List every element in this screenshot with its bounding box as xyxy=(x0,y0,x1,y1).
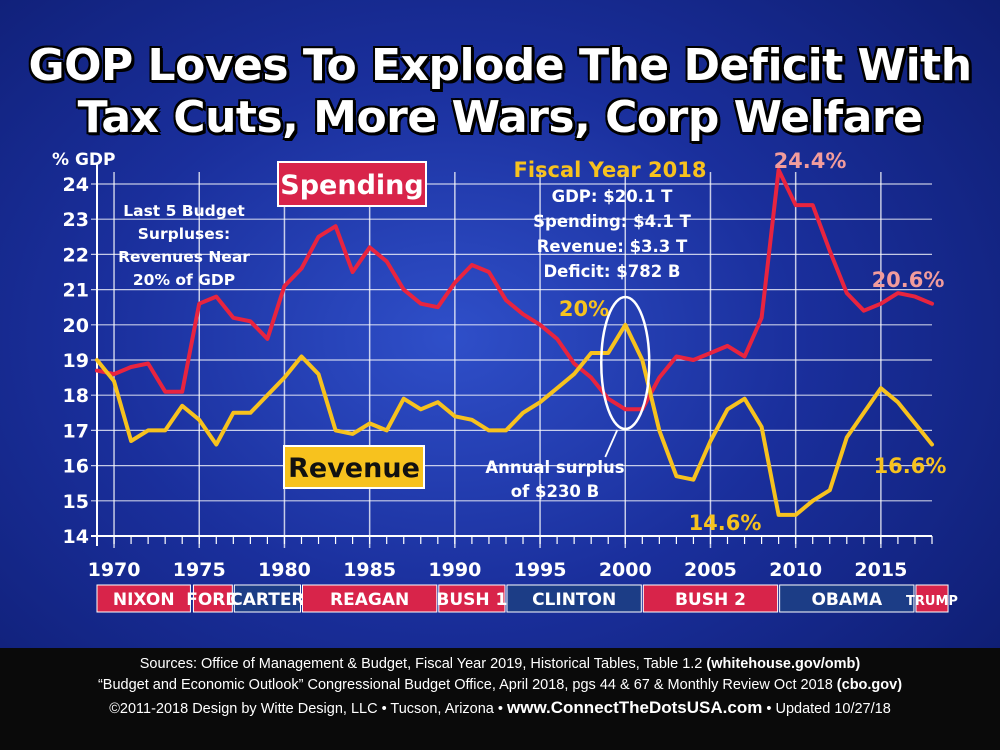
deficit-line-chart: 14 15 16 17 18 19 20 21 22 23 24 % GDP 1970 1975 1980 1… xyxy=(52,149,958,613)
revenue-label: Revenue xyxy=(288,453,420,484)
surplus-ellipse xyxy=(600,295,651,431)
surplus-note-line: Last 5 Budget xyxy=(123,202,245,220)
president-band xyxy=(779,584,915,613)
president-label: FORD xyxy=(186,590,239,610)
revenue-label-box xyxy=(283,445,425,489)
president-band xyxy=(192,584,233,613)
series-line-spending xyxy=(95,167,934,412)
y-tick-label: 19 xyxy=(63,350,89,372)
y-tick-label: 16 xyxy=(63,456,89,478)
callout-peak-spending: 24.4% xyxy=(774,149,847,173)
series-line-revenue xyxy=(95,322,934,517)
fy2018-line: Revenue: $3.3 T xyxy=(537,237,688,256)
surplus-note-line: 20% of GDP xyxy=(133,271,235,289)
president-label: CARTER xyxy=(230,590,304,610)
y-tick-label: 21 xyxy=(63,280,89,302)
fy2018-line: GDP: $20.1 T xyxy=(552,187,674,206)
callout-revenue-low: 14.6% xyxy=(689,511,762,535)
y-tick-label: 24 xyxy=(63,174,89,196)
x-tick-label: 1990 xyxy=(428,559,481,581)
x-tick-label: 2010 xyxy=(769,559,822,581)
president-band xyxy=(96,584,191,613)
president-label: BUSH 1 xyxy=(436,590,507,610)
website-link[interactable]: www.ConnectTheDotsUSA.com xyxy=(507,698,763,717)
y-tick-label: 20 xyxy=(63,315,89,337)
president-band xyxy=(438,584,506,613)
president-band xyxy=(506,584,642,613)
headline-line-2: Tax Cuts, More Wars, Corp Welfare xyxy=(77,92,923,143)
surplus-note-line: Surpluses: xyxy=(138,225,230,243)
president-band xyxy=(301,584,438,613)
surplus-pointer xyxy=(604,429,619,458)
x-tick-label: 1975 xyxy=(173,559,226,581)
president-band xyxy=(233,584,301,613)
callout-revenue-2018: 16.6% xyxy=(874,454,947,478)
president-label: NIXON xyxy=(113,590,175,610)
president-band xyxy=(915,584,949,613)
callout-peak-revenue: 20% xyxy=(559,297,609,321)
x-tick-label: 1985 xyxy=(343,559,396,581)
headline-line-1: GOP Loves To Explode The Deficit With xyxy=(28,40,972,91)
president-band xyxy=(642,584,779,613)
annual-surplus-line: Annual surplus xyxy=(485,458,624,477)
president-label: CLINTON xyxy=(532,590,616,610)
x-tick-label: 2005 xyxy=(684,559,737,581)
fy2018-line: Deficit: $782 B xyxy=(543,262,680,281)
president-label: TRUMP xyxy=(906,594,958,609)
surplus-note-line: Revenues Near xyxy=(118,248,250,266)
x-tick-label: 2015 xyxy=(854,559,907,581)
y-axis-label: % GDP xyxy=(52,150,115,170)
y-tick-label: 14 xyxy=(63,526,89,548)
president-label: OBAMA xyxy=(811,590,882,610)
y-tick-label: 23 xyxy=(63,209,89,231)
x-tick-label: 1980 xyxy=(258,559,311,581)
annual-surplus-line: of $230 B xyxy=(511,482,600,501)
x-tick-label: 2000 xyxy=(599,559,652,581)
president-label: REAGAN xyxy=(330,590,409,610)
spending-label: Spending xyxy=(280,170,423,201)
sources-line-2: “Budget and Economic Outlook” Congressio… xyxy=(97,677,903,693)
credits-line: ©2011-2018 Design by Witte Design, LLC •… xyxy=(109,698,891,717)
x-tick-label: 1970 xyxy=(88,559,141,581)
fy2018-line: Spending: $4.1 T xyxy=(533,212,691,231)
x-tick-label: 1995 xyxy=(514,559,567,581)
spending-label-box xyxy=(277,161,427,207)
y-tick-label: 18 xyxy=(63,385,89,407)
callout-spending-2018: 20.6% xyxy=(872,268,945,292)
y-tick-label: 17 xyxy=(63,420,89,442)
y-tick-label: 22 xyxy=(63,244,89,266)
fy2018-title: Fiscal Year 2018 xyxy=(514,158,707,182)
y-tick-label: 15 xyxy=(63,491,89,513)
president-label: BUSH 2 xyxy=(675,590,746,610)
footer-bar xyxy=(0,648,1000,750)
sources-line-1: Sources: Office of Management & Budget, … xyxy=(139,656,861,672)
